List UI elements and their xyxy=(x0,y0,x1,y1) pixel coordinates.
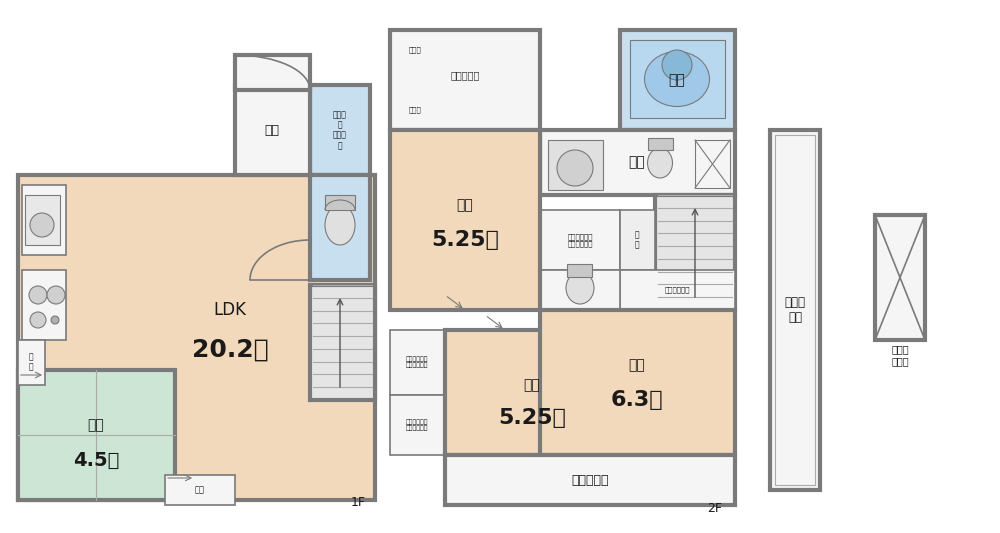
Bar xyxy=(390,395,445,455)
Text: バルコニー: バルコニー xyxy=(571,473,609,487)
Text: 洋室: 洋室 xyxy=(629,358,645,372)
Circle shape xyxy=(662,50,692,80)
Bar xyxy=(648,138,673,150)
Ellipse shape xyxy=(325,205,355,245)
Bar xyxy=(310,175,370,280)
Bar xyxy=(390,130,540,310)
Text: 洋室: 洋室 xyxy=(457,198,473,212)
Bar xyxy=(630,40,725,118)
Circle shape xyxy=(557,150,593,186)
Text: トップ
ライト: トップ ライト xyxy=(891,344,909,366)
Text: 洗面: 洗面 xyxy=(629,155,645,169)
Text: ウォークイン
クローゼット: ウォークイン クローゼット xyxy=(406,419,428,431)
Text: 1F: 1F xyxy=(351,496,366,508)
Bar xyxy=(875,215,925,340)
Ellipse shape xyxy=(566,272,594,304)
Bar xyxy=(540,270,620,310)
Bar xyxy=(235,85,310,175)
Bar xyxy=(770,130,820,490)
Bar xyxy=(620,270,735,310)
Bar xyxy=(695,140,730,188)
Bar xyxy=(567,264,592,277)
Text: LDK: LDK xyxy=(214,301,246,319)
Text: 玄関: 玄関 xyxy=(264,124,280,136)
Bar xyxy=(22,185,66,255)
Bar xyxy=(620,210,655,270)
Text: 物入: 物入 xyxy=(195,486,205,495)
Bar xyxy=(18,340,45,385)
Bar xyxy=(540,130,735,195)
Bar xyxy=(655,195,735,310)
Text: シュー
ズ
クロー
ク: シュー ズ クロー ク xyxy=(333,110,347,150)
Ellipse shape xyxy=(648,148,672,178)
Text: 可動棚: 可動棚 xyxy=(409,47,421,53)
Bar xyxy=(620,30,735,130)
Text: 5.25帖: 5.25帖 xyxy=(431,230,499,250)
Bar xyxy=(325,195,355,210)
Circle shape xyxy=(51,316,59,324)
Text: 吹
抜: 吹 抜 xyxy=(635,230,639,249)
Bar xyxy=(165,475,235,505)
Text: 4.5帖: 4.5帖 xyxy=(73,450,119,470)
Bar xyxy=(540,210,620,270)
Text: 6.3帖: 6.3帖 xyxy=(611,390,663,410)
Bar xyxy=(310,85,370,175)
Text: 5.25帖: 5.25帖 xyxy=(498,408,566,428)
Bar xyxy=(548,140,603,190)
Text: ウォークイン
クローゼット: ウォークイン クローゼット xyxy=(567,233,593,247)
Bar xyxy=(445,330,620,455)
Circle shape xyxy=(29,286,47,304)
Text: クローゼット: クローゼット xyxy=(664,287,690,293)
Text: 2F: 2F xyxy=(708,502,722,514)
Text: ウォークイン
クローゼット: ウォークイン クローゼット xyxy=(406,356,428,368)
Text: バルコニー: バルコニー xyxy=(450,70,480,80)
Text: 洋室: 洋室 xyxy=(524,378,540,392)
Text: 勝手口: 勝手口 xyxy=(409,107,421,114)
Text: 浴室: 浴室 xyxy=(669,73,685,87)
Bar xyxy=(390,30,540,130)
Bar xyxy=(22,270,66,340)
Bar xyxy=(540,310,735,455)
Bar xyxy=(235,55,310,90)
Bar xyxy=(25,195,60,245)
Bar xyxy=(18,370,175,500)
Bar xyxy=(390,330,445,395)
Text: 20.2帖: 20.2帖 xyxy=(192,338,268,362)
Bar xyxy=(445,455,735,505)
Circle shape xyxy=(47,286,65,304)
Bar xyxy=(775,135,815,485)
Text: 小屋裏
収納: 小屋裏 収納 xyxy=(784,296,806,324)
Bar xyxy=(18,175,375,500)
Circle shape xyxy=(30,312,46,328)
Text: 和室: 和室 xyxy=(88,418,104,432)
Ellipse shape xyxy=(644,52,710,107)
Text: 物
入: 物 入 xyxy=(29,352,33,372)
Bar xyxy=(310,285,375,400)
Circle shape xyxy=(30,213,54,237)
